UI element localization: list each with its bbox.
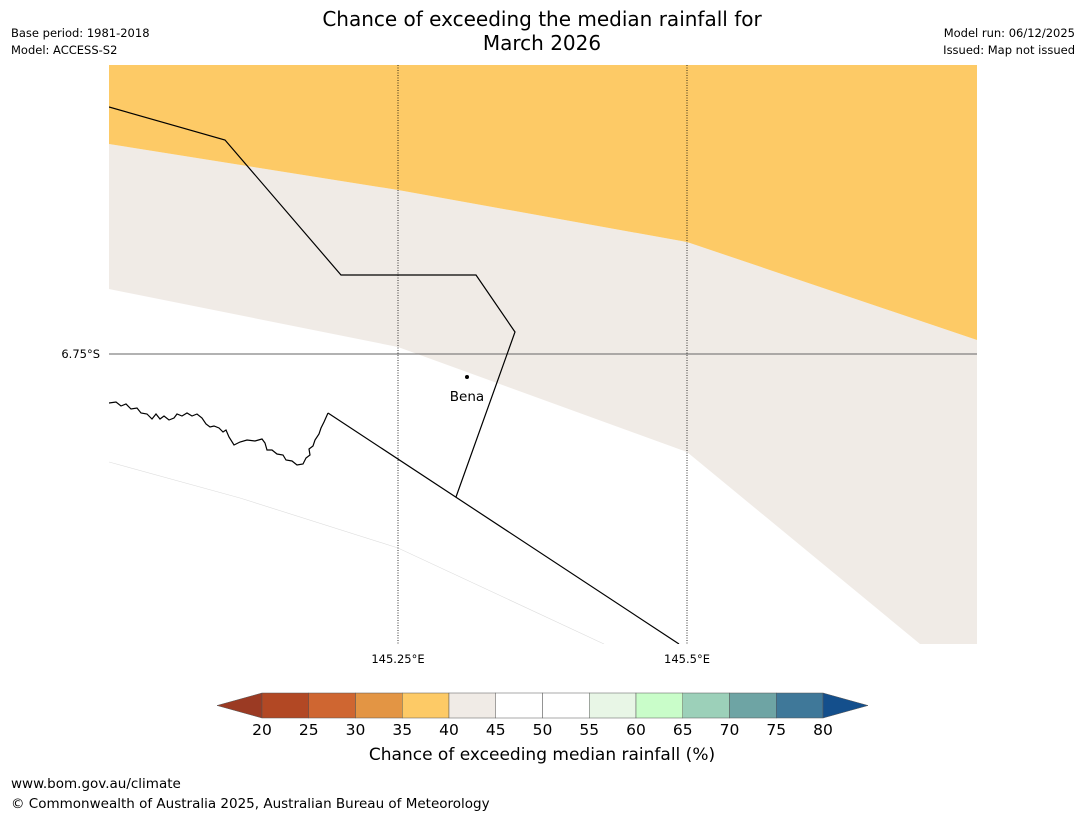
colorbar-segment <box>308 692 356 719</box>
colorbar-segment <box>542 692 590 719</box>
meta-right: Model run: 06/12/2025 Issued: Map not is… <box>943 25 1075 59</box>
colorbar-segment <box>261 692 309 719</box>
town-marker <box>465 375 469 379</box>
footer: www.bom.gov.au/climate © Commonwealth of… <box>11 774 490 814</box>
colorbar-tick-label: 75 <box>766 721 786 739</box>
colorbar-segment <box>355 692 403 719</box>
issued-status: Issued: Map not issued <box>943 43 1075 57</box>
map-area: Bena <box>109 65 977 644</box>
colorbar-extend-high <box>822 692 869 719</box>
town-label: Bena <box>450 389 484 405</box>
colorbar-tick-label: 20 <box>252 721 272 739</box>
colorbar-segment <box>589 692 637 719</box>
footer-url: www.bom.gov.au/climate <box>11 776 181 792</box>
colorbar-segment <box>402 692 450 719</box>
colorbar: 20 25 30 35 40 45 50 55 60 65 70 75 80 <box>216 692 869 739</box>
colorbar-tick-label: 50 <box>533 721 553 739</box>
colorbar-segment <box>448 692 496 719</box>
province-boundary <box>109 106 516 498</box>
model-name: Model: ACCESS-S2 <box>11 43 118 57</box>
province-boundary-south <box>327 412 680 644</box>
lat-label: 6.75°S <box>61 347 100 361</box>
colorbar-tick-label: 45 <box>486 721 506 739</box>
model-run: Model run: 06/12/2025 <box>943 26 1075 40</box>
colorbar-segment <box>682 692 730 719</box>
lon-label-2: 145.5°E <box>664 652 710 666</box>
colorbar-segment <box>495 692 543 719</box>
colorbar-tick-label: 80 <box>813 721 833 739</box>
colorbar-label: Chance of exceeding median rainfall (%) <box>368 745 716 765</box>
colorbar-segment <box>776 692 824 719</box>
faint-contour <box>109 461 605 644</box>
colorbar-tick-label: 35 <box>392 721 412 739</box>
meta-left: Base period: 1981-2018 Model: ACCESS-S2 <box>11 25 150 59</box>
colorbar-extend-low <box>216 692 263 719</box>
map-title: Chance of exceeding the median rainfall … <box>242 7 842 55</box>
title-line-2: March 2026 <box>482 31 602 55</box>
colorbar-tick-label: 25 <box>299 721 319 739</box>
footer-copyright: © Commonwealth of Australia 2025, Austra… <box>11 796 490 812</box>
coastline <box>109 401 329 466</box>
colorbar-tick-label: 40 <box>439 721 459 739</box>
colorbar-tick-label: 30 <box>346 721 366 739</box>
zone-35-40 <box>109 65 977 340</box>
zone-40-45 <box>109 144 977 644</box>
colorbar-segment <box>729 692 777 719</box>
colorbar-tick-label: 55 <box>579 721 599 739</box>
lon-label-1: 145.25°E <box>371 652 424 666</box>
base-period: Base period: 1981-2018 <box>11 26 150 40</box>
colorbar-tick-label: 65 <box>673 721 693 739</box>
colorbar-tick-label: 70 <box>720 721 740 739</box>
title-line-1: Chance of exceeding the median rainfall … <box>322 7 762 31</box>
colorbar-segment <box>635 692 683 719</box>
colorbar-tick-label: 60 <box>626 721 646 739</box>
